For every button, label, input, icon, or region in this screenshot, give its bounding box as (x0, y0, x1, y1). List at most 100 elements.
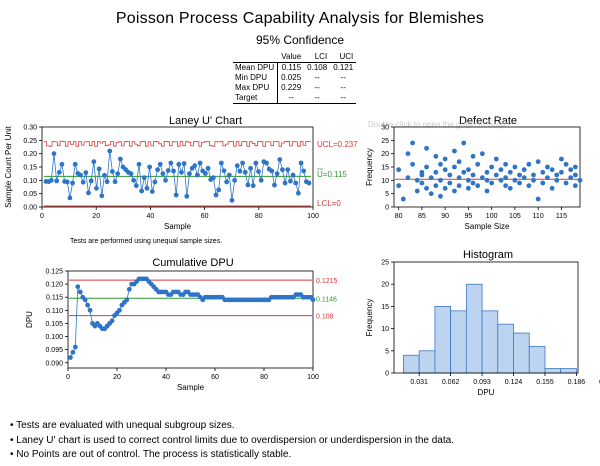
data-point (157, 161, 163, 167)
y-tick-label: 10 (381, 326, 389, 333)
data-point (438, 193, 443, 199)
data-point (184, 193, 190, 199)
y-tick-label: 5 (385, 191, 389, 198)
data-point (91, 159, 97, 165)
data-point (498, 177, 504, 183)
data-point (554, 177, 560, 183)
data-point (131, 177, 137, 183)
data-point (535, 196, 541, 202)
y-tick-label: 0.120 (45, 282, 63, 289)
data-point (419, 180, 425, 186)
data-point (87, 307, 93, 313)
data-point (447, 172, 453, 178)
x-tick-label: 100 (307, 374, 319, 381)
data-point (282, 180, 288, 186)
y-tick-label: 10 (381, 178, 389, 185)
stats-uci: -- (330, 93, 357, 104)
data-point (144, 185, 150, 191)
data-point (452, 148, 457, 154)
stats-row: Min DPU 0.025 -- -- (233, 73, 356, 83)
data-point (470, 172, 476, 178)
x-tick-label: 110 (533, 213, 544, 220)
data-point (59, 161, 65, 167)
summary-note: • Laney U' chart is used to correct cont… (10, 434, 454, 446)
y-tick-label: 0.30 (23, 125, 37, 132)
data-point (168, 160, 174, 166)
data-point (424, 164, 429, 170)
data-point (452, 188, 457, 194)
data-point (475, 183, 481, 189)
graph-overlay-hint[interactable]: Double-click to open the graph in Graph (368, 120, 510, 129)
summary-note: • Tests are evaluated with unequal subgr… (10, 420, 235, 431)
data-point (70, 349, 76, 355)
data-point (80, 179, 86, 185)
y-tick-label: 0 (385, 371, 389, 378)
y-tick-label: 0.25 (23, 138, 37, 145)
stats-col-value: Value (277, 52, 305, 63)
y-tick-label: 25 (381, 260, 389, 267)
data-point (290, 172, 296, 178)
center-label: U=0.115 (317, 170, 347, 179)
data-point (405, 151, 411, 157)
plot-frame (67, 270, 314, 369)
data-point (112, 179, 118, 185)
data-point (181, 161, 187, 166)
data-point (75, 284, 81, 290)
data-point (149, 189, 155, 194)
y-tick-label: 15 (381, 165, 389, 172)
data-point (54, 178, 60, 184)
data-point (306, 180, 312, 186)
data-point (115, 171, 121, 177)
data-point (85, 302, 90, 308)
stats-row-label: Max DPU (233, 83, 279, 93)
x-axis-label: Sample (177, 383, 205, 392)
data-point (396, 183, 402, 189)
stats-col-empty (233, 52, 278, 63)
data-point (577, 177, 583, 183)
data-point (466, 177, 471, 183)
data-point (245, 182, 251, 188)
data-point (559, 156, 564, 162)
y-tick-label: 0.20 (23, 151, 37, 158)
data-point (503, 183, 508, 189)
data-point (572, 183, 578, 189)
data-point (456, 175, 462, 181)
x-tick-label: 80 (260, 374, 268, 381)
data-point (433, 169, 439, 175)
data-point (531, 172, 536, 178)
x-tick-label: 90 (441, 213, 449, 220)
data-point (414, 188, 420, 194)
data-point (424, 145, 429, 151)
data-point (272, 182, 277, 188)
ucl-line (44, 140, 311, 147)
y-tick-label: 0.05 (23, 191, 37, 198)
histogram-chart-title: Histogram (462, 249, 514, 261)
stats-row: Max DPU 0.229 -- -- (233, 83, 356, 93)
data-point (507, 185, 513, 191)
data-point (126, 286, 132, 292)
data-point (396, 167, 402, 173)
data-point (442, 185, 448, 191)
data-point (229, 197, 235, 203)
x-tick-label: 85 (418, 213, 426, 220)
data-point (466, 167, 471, 173)
stats-lci: -- (304, 93, 331, 104)
data-point (88, 178, 94, 184)
data-point (405, 175, 411, 181)
histogram-bar (403, 354, 420, 374)
y-tick-label: 15 (381, 304, 389, 311)
data-point (563, 180, 569, 186)
y-axis-label: Sample Count Per Unit (4, 125, 13, 208)
data-point (117, 307, 122, 313)
data-point (72, 344, 78, 350)
histogram-bar (497, 323, 514, 374)
y-tick-label: 0.15 (23, 165, 37, 172)
data-point (192, 163, 198, 169)
data-point (531, 177, 536, 183)
data-point (498, 167, 504, 173)
stats-uci: 0.121 (333, 63, 354, 72)
x-tick-label: 0.093 (473, 379, 491, 386)
y-tick-label: 25 (381, 138, 389, 145)
x-axis-label: Sample Size (465, 222, 510, 231)
